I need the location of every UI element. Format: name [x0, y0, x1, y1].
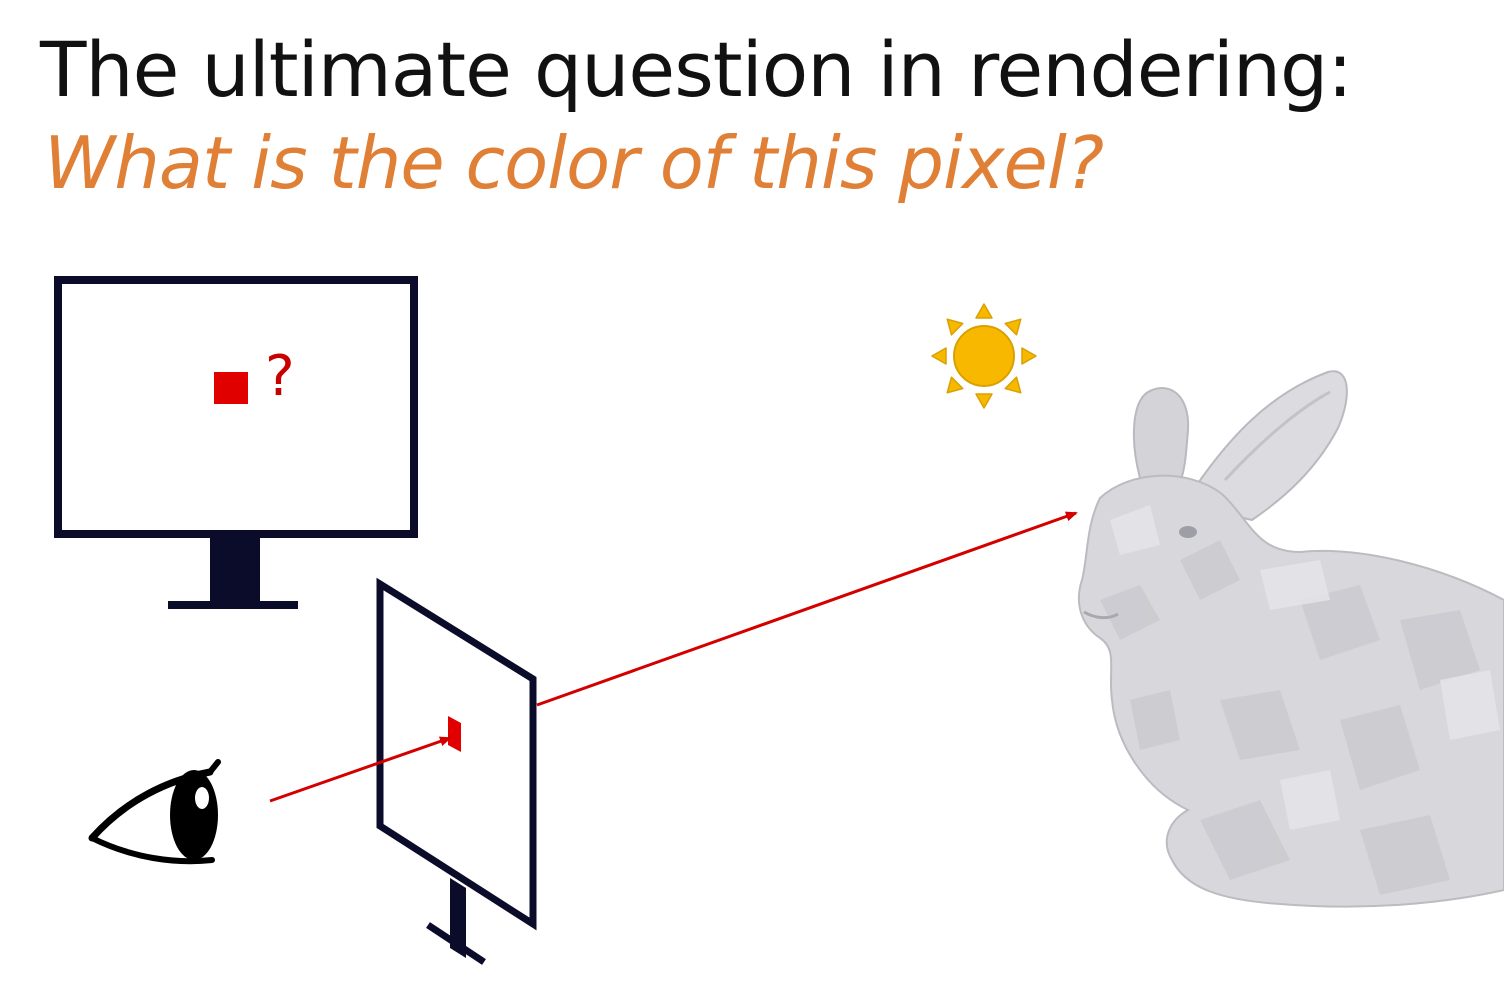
monitor-icon: ?: [54, 276, 418, 609]
sun-icon: [931, 303, 1037, 409]
image-plane-base: [426, 922, 486, 965]
monitor-pixel: [214, 372, 248, 404]
monitor-base: [168, 601, 298, 609]
eye-ray: [269, 736, 452, 803]
bunny-ear-back: [1132, 387, 1190, 484]
slide-subtitle: What is the color of this pixel?: [44, 121, 1104, 205]
eye-icon: [88, 759, 221, 865]
bunny-model: [1077, 370, 1504, 908]
scene-ray: [536, 511, 1078, 707]
monitor-frame: [54, 276, 418, 538]
image-plane-frame: [376, 577, 537, 931]
bunny-body: [1077, 474, 1504, 908]
slide-title: The ultimate question in rendering:: [40, 25, 1353, 114]
question-mark: ?: [265, 344, 295, 409]
monitor-stand: [210, 538, 260, 604]
image-plane: [376, 577, 537, 965]
